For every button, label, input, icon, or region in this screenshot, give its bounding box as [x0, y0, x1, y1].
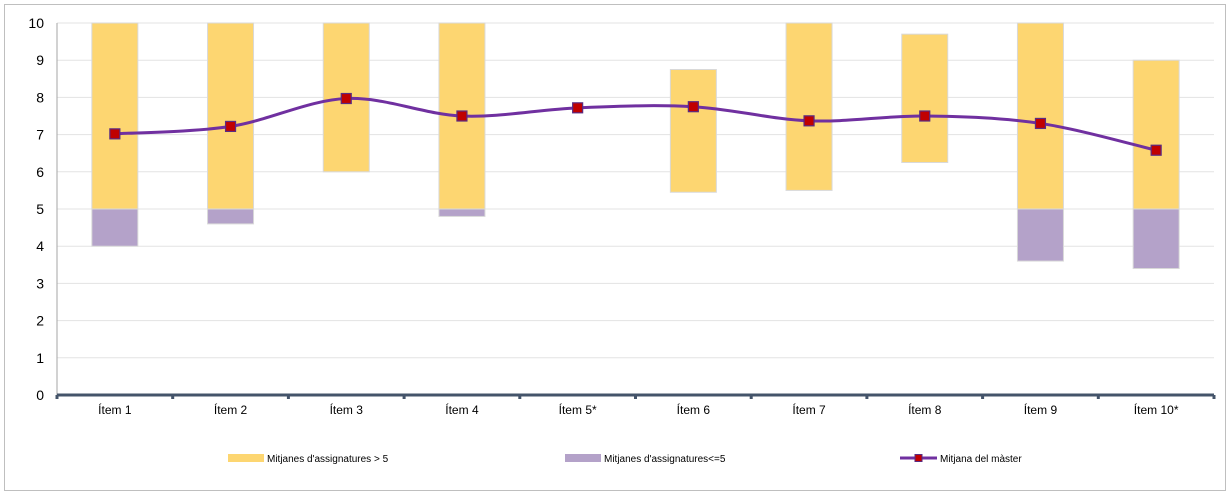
x-tick-label: Ítem 5*: [559, 402, 597, 417]
bar-above-5: [901, 33, 949, 163]
average-line: [109, 92, 1162, 156]
x-tick-label: Ítem 8: [908, 402, 942, 417]
average-point: [572, 102, 584, 114]
average-point: [803, 115, 815, 127]
legend-label: Mitjanes d'assignatures<=5: [604, 454, 726, 465]
x-tick-label: Ítem 9: [1024, 402, 1058, 417]
legend-marker: [914, 454, 923, 462]
average-point: [224, 120, 237, 133]
bar-below-5: [1016, 208, 1064, 262]
bar-above-5: [91, 22, 139, 210]
y-tick-labels: 0 1 2 3 4 5 6 7 8 9 10: [28, 15, 44, 403]
y-tick-label: 1: [36, 350, 44, 366]
x-tick-label: Ítem 1: [98, 402, 132, 417]
bar-above-5: [785, 22, 833, 191]
legend-swatch: [565, 454, 601, 462]
x-tick-label: Ítem 3: [330, 402, 364, 417]
legend-label: Mitjana del màster: [940, 454, 1022, 465]
y-tick-label: 10: [28, 15, 44, 31]
x-tick-label: Ítem 6: [677, 402, 711, 417]
legend-average: Mitjana del màster: [900, 454, 1022, 465]
bar-below-5: [91, 208, 139, 247]
bar-below-5: [207, 208, 255, 225]
average-point: [919, 110, 931, 122]
average-point: [1150, 144, 1162, 156]
y-tick-label: 8: [36, 89, 44, 105]
x-tick-labels: Ítem 1 Ítem 2 Ítem 3 Ítem 4 Ítem 5* Ítem 6 Íte…: [98, 402, 1179, 417]
average-point: [109, 128, 121, 140]
y-tick-label: 6: [36, 164, 44, 180]
average-point: [456, 110, 468, 122]
bar-above-5: [1016, 22, 1064, 210]
legend-label: Mitjanes d'assignatures > 5: [267, 454, 389, 465]
y-tick-label: 7: [36, 127, 44, 143]
y-tick-label: 2: [36, 313, 44, 329]
x-tick-label: Ítem 10*: [1134, 402, 1179, 417]
bar-above-5: [669, 69, 717, 193]
average-line-path: [114, 96, 1157, 152]
bar-below-5: [1132, 208, 1180, 270]
axes: [55, 23, 1216, 399]
average-point: [340, 92, 352, 105]
legend-below-5: Mitjanes d'assignatures<=5: [565, 454, 726, 465]
y-tick-label: 5: [36, 201, 44, 217]
x-tick-label: Ítem 4: [445, 402, 479, 417]
legend: Mitjanes d'assignatures > 5 Mitjanes d'as…: [228, 454, 1022, 465]
bar-below-5: [438, 208, 486, 217]
y-tick-label: 9: [36, 52, 44, 68]
y-tick-label: 4: [36, 238, 44, 254]
bar-above-5: [207, 22, 255, 210]
legend-above-5: Mitjanes d'assignatures > 5: [228, 454, 389, 465]
y-tick-label: 0: [36, 387, 44, 403]
bar-above-5: [1132, 59, 1180, 210]
average-point: [1034, 117, 1047, 130]
x-tick-label: Ítem 7: [792, 402, 826, 417]
x-tick-label: Ítem 2: [214, 402, 248, 417]
average-point: [687, 101, 699, 113]
legend-swatch: [228, 454, 264, 462]
y-tick-label: 3: [36, 275, 44, 291]
